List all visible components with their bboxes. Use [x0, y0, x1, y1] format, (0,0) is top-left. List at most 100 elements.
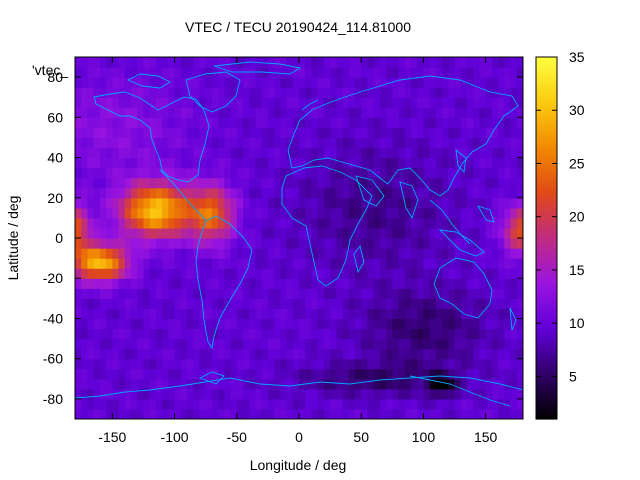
heatmap-cell	[267, 217, 275, 229]
heatmap-cell	[211, 408, 219, 419]
heatmap-cell	[81, 157, 89, 169]
heatmap-cell	[274, 408, 281, 419]
heatmap-cell	[398, 77, 406, 88]
heatmap-cell	[448, 388, 456, 400]
heatmap-cell	[311, 288, 319, 299]
heatmap-cell	[417, 368, 425, 380]
heatmap-cell	[168, 217, 176, 229]
heatmap-cell	[81, 368, 89, 380]
heatmap-cell	[199, 408, 207, 419]
heatmap-cell	[435, 107, 443, 118]
heatmap-cell	[510, 408, 518, 419]
heatmap-cell	[143, 177, 151, 189]
heatmap-cell	[504, 278, 512, 289]
heatmap-cell	[330, 187, 337, 199]
heatmap-cell	[305, 318, 313, 330]
heatmap-cell	[112, 288, 120, 299]
heatmap-cell	[336, 177, 344, 189]
heatmap-cell	[218, 217, 225, 229]
heatmap-cell	[460, 207, 468, 219]
heatmap-cell	[411, 398, 418, 410]
heatmap-cell	[199, 238, 207, 249]
heatmap-cell	[261, 167, 269, 179]
heatmap-cell	[392, 117, 400, 128]
heatmap-cell	[386, 77, 393, 88]
heatmap-cell	[274, 57, 281, 68]
heatmap-cell	[361, 177, 369, 189]
heatmap-cell	[187, 328, 194, 340]
colorbar	[536, 57, 557, 420]
colorbar-segment	[536, 322, 557, 327]
heatmap-cell	[81, 217, 89, 229]
heatmap-cell	[379, 67, 387, 78]
heatmap-cell	[236, 137, 244, 149]
heatmap-cell	[274, 308, 281, 320]
heatmap-cell	[367, 137, 375, 149]
heatmap-cell	[199, 217, 207, 229]
colorbar-segment	[536, 72, 557, 76]
heatmap-cell	[311, 147, 319, 159]
heatmap-cell	[373, 67, 381, 78]
heatmap-cell	[361, 217, 369, 229]
heatmap-cell	[280, 338, 288, 350]
heatmap-cell	[143, 117, 151, 128]
heatmap-cell	[199, 248, 207, 259]
heatmap-cell	[317, 328, 325, 340]
heatmap-cell	[417, 227, 425, 239]
heatmap-cell	[99, 348, 107, 360]
heatmap-cell	[149, 127, 157, 139]
heatmap-cell	[485, 127, 493, 139]
heatmap-cell	[118, 217, 126, 229]
heatmap-cell	[323, 248, 331, 259]
heatmap-cell	[442, 368, 449, 380]
heatmap-cell	[442, 248, 449, 259]
heatmap-cell	[131, 388, 138, 400]
heatmap-cell	[348, 268, 356, 279]
heatmap-cell	[286, 368, 294, 380]
heatmap-cell	[330, 167, 337, 179]
heatmap-cell	[330, 107, 337, 118]
heatmap-cell	[75, 127, 82, 139]
heatmap-cell	[498, 398, 505, 410]
heatmap-cell	[112, 358, 120, 370]
heatmap-cell	[199, 278, 207, 289]
heatmap-cell	[473, 298, 481, 309]
heatmap-cell	[224, 127, 232, 139]
heatmap-cell	[149, 348, 157, 360]
heatmap-cell	[218, 117, 225, 128]
heatmap-cell	[124, 258, 132, 269]
heatmap-cell	[249, 388, 257, 400]
heatmap-cell	[355, 358, 362, 370]
heatmap-cell	[367, 107, 375, 118]
heatmap-cell	[236, 57, 244, 68]
heatmap-cell	[392, 207, 400, 219]
heatmap-cell	[137, 67, 145, 78]
heatmap-cell	[386, 308, 393, 320]
heatmap-cell	[348, 248, 356, 259]
heatmap-cell	[355, 67, 362, 78]
colorbar-tick-label: 25	[569, 155, 585, 171]
heatmap-cell	[124, 408, 132, 419]
heatmap-cell	[187, 298, 194, 309]
heatmap-cell	[81, 57, 89, 68]
heatmap-cell	[174, 167, 182, 179]
heatmap-cell	[454, 107, 462, 118]
heatmap-cell	[112, 268, 120, 279]
heatmap-cell	[386, 388, 393, 400]
heatmap-cell	[292, 157, 300, 169]
heatmap-cell	[118, 318, 126, 330]
heatmap-cell	[162, 157, 169, 169]
heatmap-cell	[392, 227, 400, 239]
heatmap-cell	[75, 368, 82, 380]
heatmap-cell	[460, 398, 468, 410]
heatmap-cell	[118, 147, 126, 159]
heatmap-cell	[286, 328, 294, 340]
heatmap-cell	[299, 127, 306, 139]
heatmap-cell	[336, 197, 344, 209]
heatmap-cell	[460, 318, 468, 330]
heatmap-cell	[87, 157, 95, 169]
heatmap-cell	[199, 398, 207, 410]
heatmap-cell	[106, 258, 113, 269]
heatmap-cell	[205, 167, 213, 179]
heatmap-cell	[137, 127, 145, 139]
